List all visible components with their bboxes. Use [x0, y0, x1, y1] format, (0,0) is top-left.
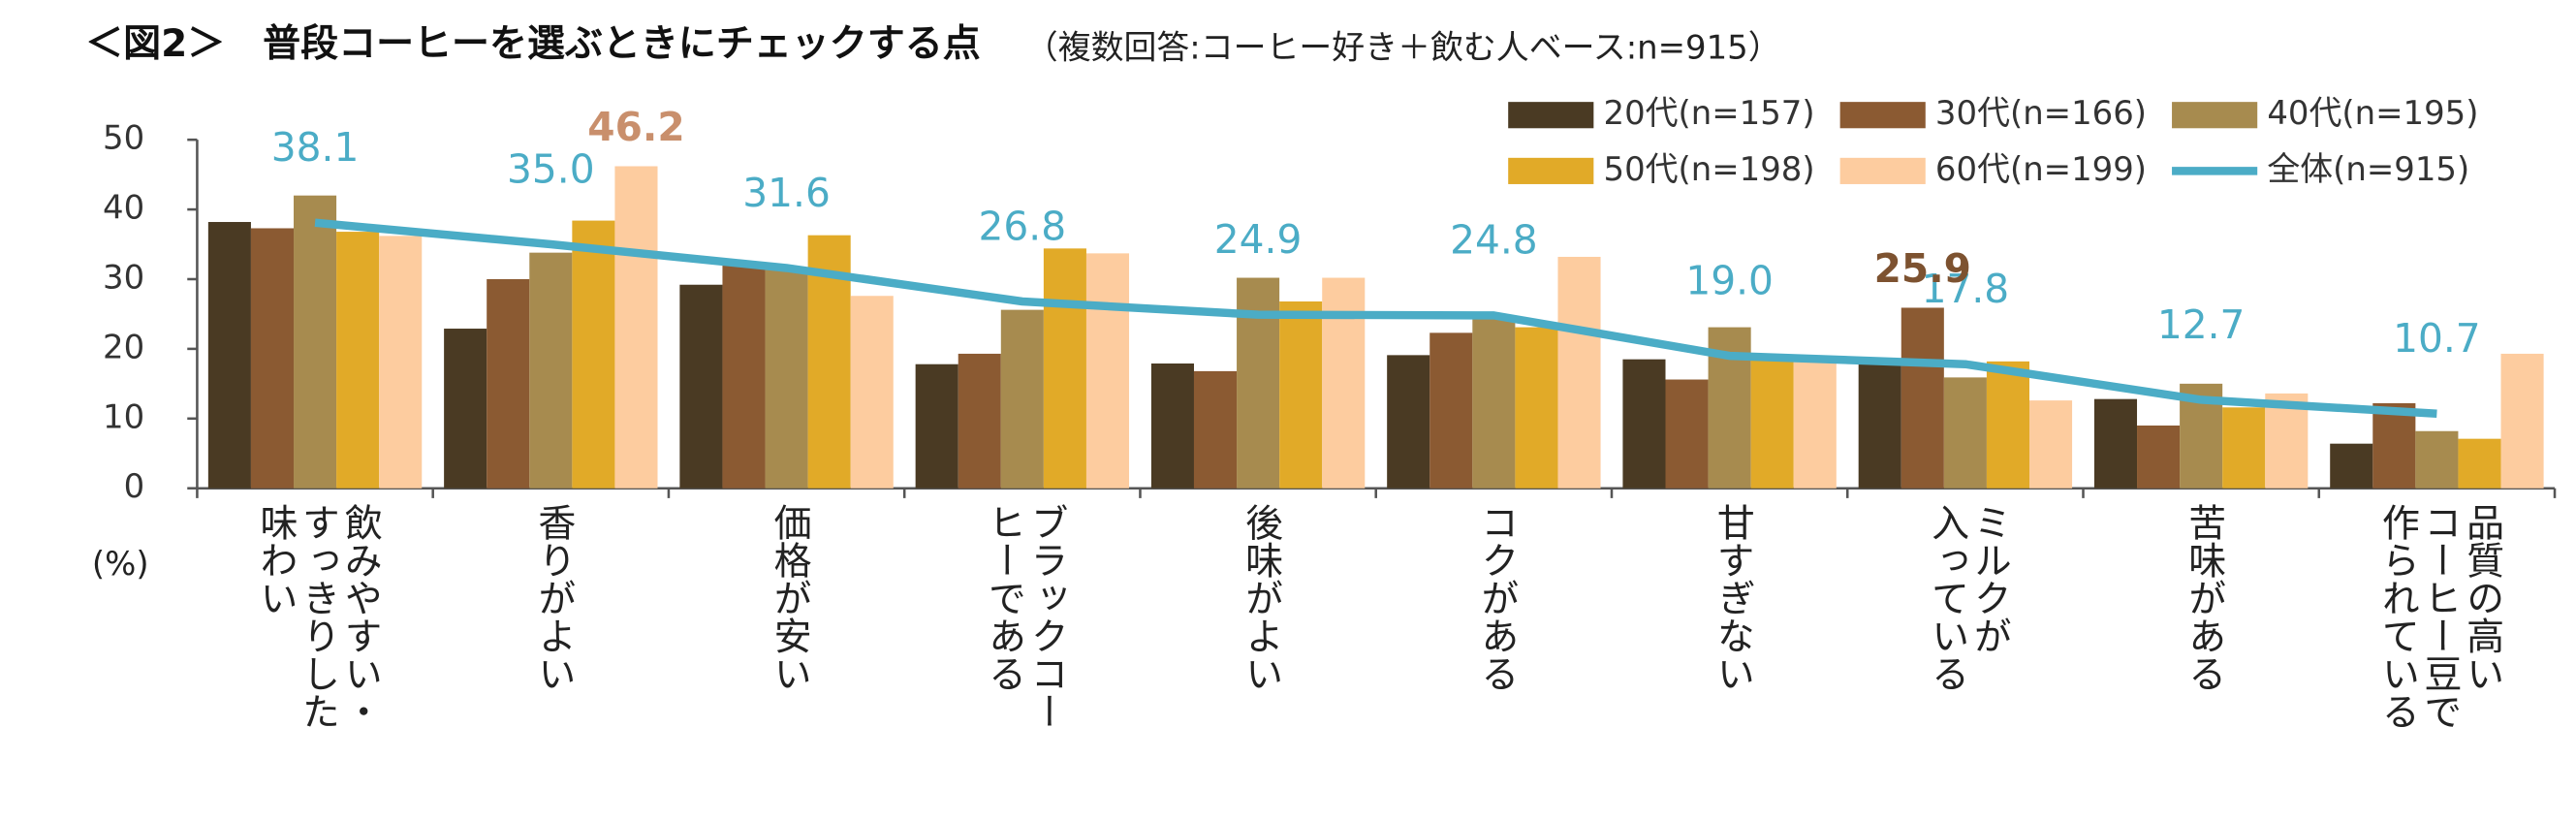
data-label: 38.1: [271, 124, 360, 171]
bar: [2372, 402, 2416, 489]
bar: [1943, 377, 1987, 489]
legend-label: 40代(n=195): [2267, 94, 2478, 132]
x-tick-label: 甘すぎない: [1710, 502, 1753, 693]
x-tick-label: ミルクが 入っている: [1924, 502, 2010, 693]
x-tick-label: 香りがよい: [530, 502, 574, 693]
bar: [614, 166, 658, 489]
bar: [1000, 309, 1044, 489]
bar: [1043, 248, 1086, 489]
bar: [1387, 355, 1430, 489]
bar: [529, 252, 573, 489]
legend-label: 60代(n=199): [1935, 150, 2147, 188]
x-tick-label: 苦味がある: [2181, 502, 2224, 693]
bar: [1279, 300, 1323, 489]
bar: [444, 329, 487, 489]
y-tick-label: 20: [103, 328, 144, 365]
bar: [1557, 256, 1601, 489]
y-tick-label: 50: [103, 119, 144, 157]
bar: [294, 195, 337, 489]
bar: [958, 353, 1001, 489]
y-tick-label: 0: [124, 467, 145, 505]
data-label: 17.8: [1922, 266, 2010, 312]
legend-label: 30代(n=166): [1935, 94, 2147, 132]
bar: [722, 265, 766, 489]
bar: [1622, 359, 1666, 489]
bar: [2222, 407, 2266, 489]
chart-title: ＜図2＞ 普段コーヒーを選ぶときにチェックする点: [85, 22, 981, 66]
y-tick-label: 10: [103, 397, 144, 435]
bar: [1858, 364, 1901, 489]
highlight-label: 25.9: [1874, 245, 1971, 292]
legend-swatch: [1508, 102, 1594, 129]
y-tick-label: 30: [103, 258, 144, 296]
x-tick-label: 飲みやすい・ すっきりした 味わい: [252, 502, 381, 731]
bar: [915, 364, 958, 489]
bar: [2415, 430, 2459, 489]
bar: [1429, 332, 1473, 489]
line-series: [314, 218, 2437, 419]
data-label: 35.0: [507, 145, 595, 192]
bar: [1472, 316, 1516, 489]
bar: [1750, 356, 1794, 489]
bar: [1150, 363, 1194, 489]
bar: [1793, 362, 1837, 489]
x-tick-label: 価格が安い: [767, 502, 810, 693]
legend-swatch: [2172, 102, 2258, 129]
x-tick-label: 後味がよい: [1238, 502, 1281, 693]
bar: [850, 296, 894, 489]
bar: [379, 236, 423, 489]
bar: [1237, 277, 1280, 489]
data-label: 19.0: [1685, 257, 1774, 303]
bar: [1515, 327, 1558, 489]
bar: [2458, 438, 2501, 489]
bar: [1322, 277, 1366, 489]
bar: [572, 220, 615, 489]
bar: [2330, 443, 2373, 489]
bar: [1193, 370, 1238, 489]
bar: [207, 222, 251, 489]
bar: [487, 278, 530, 489]
bar: [2093, 398, 2138, 489]
bar: [1901, 307, 1944, 489]
data-label: 24.9: [1214, 216, 1303, 263]
x-tick-label: ブラックコー ヒーである: [981, 502, 1067, 731]
bar: [2137, 425, 2181, 489]
data-label: 12.7: [2157, 301, 2246, 348]
x-tick-label: 品質の高い コーヒー豆で 作られている: [2374, 502, 2502, 731]
bar: [1665, 379, 1709, 489]
data-label: 10.7: [2393, 315, 2481, 362]
legend-label: 全体(n=915): [2267, 150, 2469, 188]
bar: [679, 284, 723, 489]
legend-swatch: [1839, 157, 1926, 184]
y-tick-label: 40: [103, 189, 144, 227]
data-label: 24.8: [1450, 217, 1538, 264]
bar: [1986, 361, 2030, 489]
bar: [2500, 353, 2544, 489]
legend-label: 50代(n=198): [1604, 150, 1815, 188]
bar: [336, 232, 380, 489]
bar: [250, 228, 295, 489]
bar: [1085, 253, 1130, 489]
legend-label: 20代(n=157): [1604, 94, 1815, 132]
data-label: 31.6: [742, 170, 831, 216]
y-axis-unit: (%): [92, 545, 149, 583]
data-label: 26.8: [979, 203, 1067, 249]
x-tick-label: コクがある: [1473, 502, 1517, 693]
legend-swatch: [1508, 157, 1594, 184]
bar: [765, 269, 808, 489]
chart-subtitle: （複数回答:コーヒー好き＋飲む人ベース:n=915）: [1025, 28, 1781, 66]
highlight-label: 46.2: [587, 104, 684, 150]
legend-swatch: [1839, 102, 1926, 129]
bar: [2029, 400, 2073, 489]
